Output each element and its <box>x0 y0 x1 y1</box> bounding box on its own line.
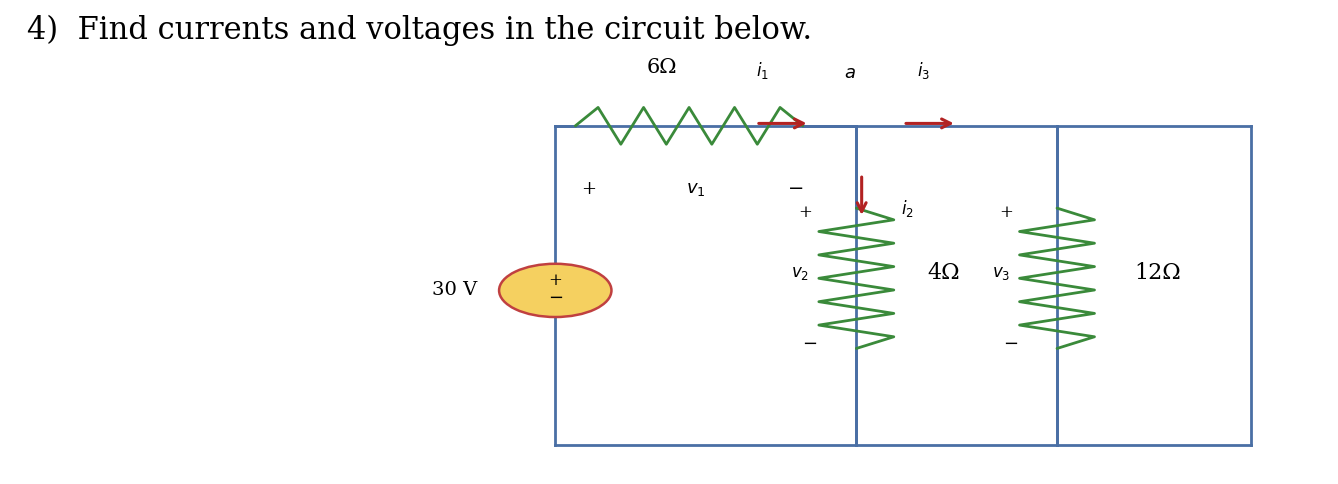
Text: +: + <box>549 272 562 289</box>
Text: 6Ω: 6Ω <box>648 58 677 77</box>
Ellipse shape <box>499 264 611 317</box>
Text: 30 V: 30 V <box>432 281 478 300</box>
Text: 12Ω: 12Ω <box>1135 262 1180 285</box>
Text: +: + <box>799 204 812 222</box>
Text: $v_1$: $v_1$ <box>686 180 705 198</box>
Text: $i_1$: $i_1$ <box>756 60 769 81</box>
Text: $i_3$: $i_3$ <box>917 60 930 81</box>
Text: $a$: $a$ <box>844 63 855 82</box>
Text: $v_3$: $v_3$ <box>991 265 1010 282</box>
Text: +: + <box>581 180 597 198</box>
Text: −: − <box>788 180 804 198</box>
Text: −: − <box>801 334 818 353</box>
Text: −: − <box>547 289 563 307</box>
Text: 4Ω: 4Ω <box>927 262 959 285</box>
Text: 4)  Find currents and voltages in the circuit below.: 4) Find currents and voltages in the cir… <box>27 15 812 46</box>
Text: $v_2$: $v_2$ <box>791 265 809 282</box>
Text: $i_2$: $i_2$ <box>900 197 914 219</box>
Text: +: + <box>999 204 1013 222</box>
Text: −: − <box>1002 334 1018 353</box>
